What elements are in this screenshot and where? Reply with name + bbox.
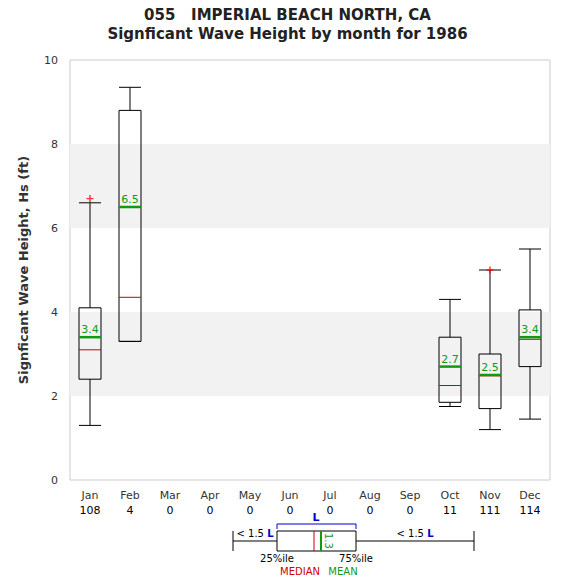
- svg-text:108: 108: [80, 504, 101, 517]
- svg-text:L: L: [267, 528, 274, 539]
- svg-text:Sep: Sep: [400, 489, 421, 502]
- svg-text:Signficant Wave Height, Hs (ft: Signficant Wave Height, Hs (ft): [16, 156, 31, 384]
- svg-text:3.4: 3.4: [81, 323, 99, 336]
- svg-text:111: 111: [480, 504, 501, 517]
- svg-text:Mar: Mar: [160, 489, 181, 502]
- svg-text:Jun: Jun: [280, 489, 298, 502]
- svg-text:MEDIAN: MEDIAN: [280, 566, 320, 577]
- svg-text:Aug: Aug: [359, 489, 380, 502]
- svg-text:Signficant Wave Height by mont: Signficant Wave Height by month for 1986: [107, 25, 467, 43]
- svg-text:6.5: 6.5: [121, 193, 139, 206]
- svg-text:< 1.5: < 1.5: [236, 528, 267, 539]
- svg-text:L: L: [312, 511, 319, 524]
- svg-text:2.7: 2.7: [441, 353, 459, 366]
- svg-text:114: 114: [520, 504, 541, 517]
- svg-text:Dec: Dec: [519, 489, 540, 502]
- svg-text:4: 4: [127, 504, 134, 517]
- svg-text:0: 0: [207, 504, 214, 517]
- svg-text:0: 0: [247, 504, 254, 517]
- svg-text:May: May: [239, 489, 262, 502]
- svg-text:0: 0: [367, 504, 374, 517]
- svg-text:6: 6: [51, 222, 58, 235]
- svg-text:L: L: [427, 528, 434, 539]
- svg-text:2.5: 2.5: [481, 361, 499, 374]
- svg-text:055 IMPERIAL BEACH NORTH, CA: 055 IMPERIAL BEACH NORTH, CA: [144, 6, 431, 24]
- svg-text:0: 0: [407, 504, 414, 517]
- svg-text:8: 8: [51, 138, 58, 151]
- svg-text:3.4: 3.4: [521, 323, 539, 336]
- svg-text:1.3: 1.3: [323, 533, 334, 549]
- svg-text:Feb: Feb: [120, 489, 139, 502]
- svg-text:0: 0: [167, 504, 174, 517]
- svg-text:MEAN: MEAN: [328, 566, 357, 577]
- svg-text:75%ile: 75%ile: [339, 553, 373, 564]
- svg-text:4: 4: [51, 306, 58, 319]
- svg-text:Jan: Jan: [81, 489, 99, 502]
- svg-text:11: 11: [443, 504, 457, 517]
- svg-text:< 1.5: < 1.5: [396, 528, 427, 539]
- svg-text:25%ile: 25%ile: [260, 553, 294, 564]
- svg-text:Apr: Apr: [200, 489, 220, 502]
- svg-text:0: 0: [51, 474, 58, 487]
- svg-text:0: 0: [327, 504, 334, 517]
- svg-text:10: 10: [44, 54, 58, 67]
- svg-text:0: 0: [287, 504, 294, 517]
- svg-text:Jul: Jul: [322, 489, 336, 502]
- svg-text:Oct: Oct: [440, 489, 460, 502]
- svg-text:Nov: Nov: [479, 489, 501, 502]
- svg-text:2: 2: [51, 390, 58, 403]
